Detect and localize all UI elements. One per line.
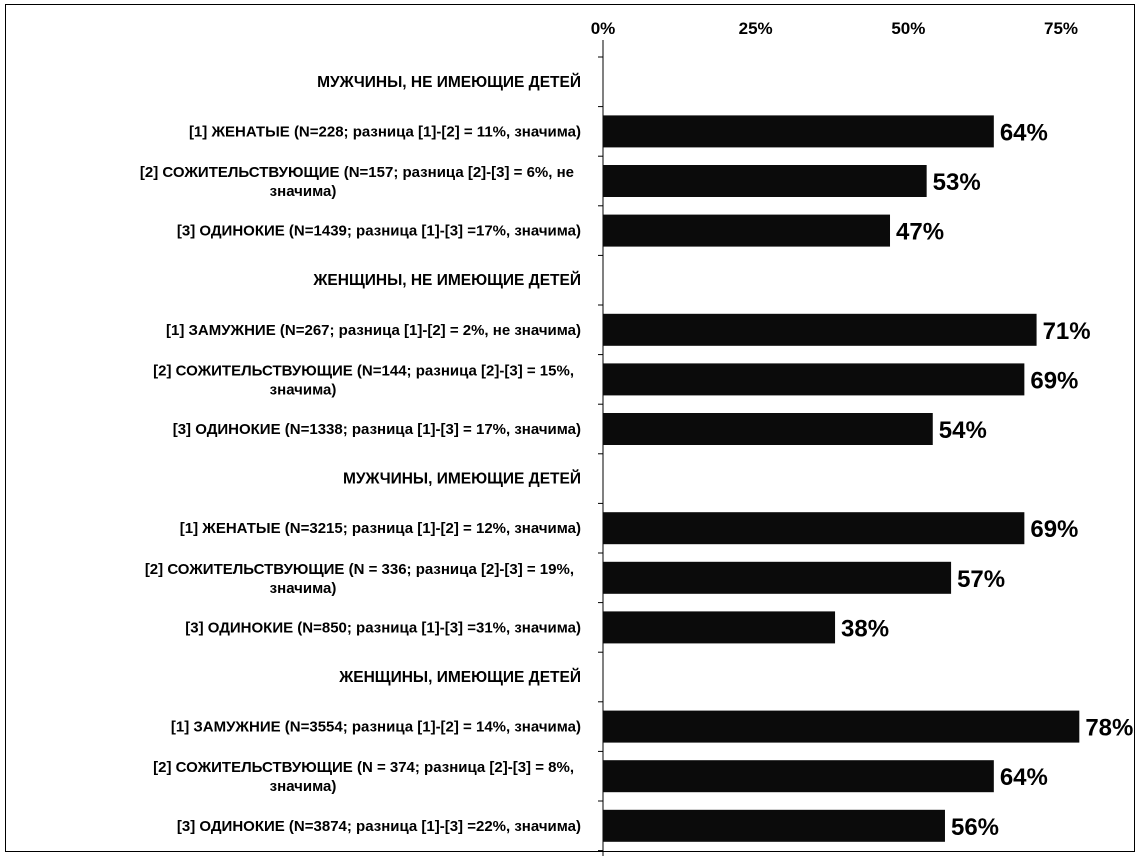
bar-category-label: [1] ЖЕНАТЫЕ (N=3215; разница [1]-[2] = 1… xyxy=(180,520,581,537)
bar-category-label-cont: значима) xyxy=(270,381,337,398)
bar xyxy=(603,115,994,148)
bar-category-label: [1] ЗАМУЖНИЕ (N=267; разница [1]-[2] = 2… xyxy=(166,322,581,339)
bar-value-label: 56% xyxy=(951,814,999,841)
group-heading: ЖЕНЩИНЫ, НЕ ИМЕЮЩИЕ ДЕТЕЙ xyxy=(312,271,581,289)
bar-category-label: [1] ЖЕНАТЫЕ (N=228; разница [1]-[2] = 11… xyxy=(189,123,581,140)
bar-category-label: [3] ОДИНОКИЕ (N=3874; разница [1]-[3] =2… xyxy=(177,818,581,835)
bar-value-label: 54% xyxy=(939,417,987,444)
group-heading: МУЖЧИНЫ, ИМЕЮЩИЕ ДЕТЕЙ xyxy=(343,470,581,488)
group-heading: МУЖЧИНЫ, НЕ ИМЕЮЩИЕ ДЕТЕЙ xyxy=(317,73,581,91)
bar-category-label-cont: значима) xyxy=(270,183,337,200)
bar-category-label: [3] ОДИНОКИЕ (N=1338; разница [1]-[3] = … xyxy=(173,421,581,438)
bar-category-label-cont: значима) xyxy=(270,778,337,795)
bar xyxy=(603,710,1080,743)
bar-value-label: 78% xyxy=(1085,715,1133,742)
bar-category-label: [2] СОЖИТЕЛЬСТВУЮЩИЕ (N=157; разница [2]… xyxy=(140,164,574,181)
x-tick-label: 0% xyxy=(591,19,616,38)
bar xyxy=(603,413,933,445)
bar-value-label: 38% xyxy=(841,615,889,642)
bar-value-label: 69% xyxy=(1030,367,1078,394)
bar-value-label: 53% xyxy=(933,169,981,196)
bar xyxy=(603,809,945,842)
bar xyxy=(603,760,994,793)
bar xyxy=(603,512,1025,545)
bar-category-label: [1] ЗАМУЖНИЕ (N=3554; разница [1]-[2] = … xyxy=(171,719,581,736)
bar-category-label: [2] СОЖИТЕЛЬСТВУЮЩИЕ (N = 374; разница [… xyxy=(153,759,574,776)
bar-category-label: [3] ОДИНОКИЕ (N=850; разница [1]-[3] =31… xyxy=(185,619,581,636)
bar-value-label: 64% xyxy=(1000,119,1048,146)
bar xyxy=(603,313,1037,346)
bar-category-label: [2] СОЖИТЕЛЬСТВУЮЩИЕ (N = 336; разница [… xyxy=(145,561,574,578)
bar xyxy=(603,363,1025,396)
bar-value-label: 57% xyxy=(957,566,1005,593)
bar xyxy=(603,165,927,197)
bar-category-label-cont: значима) xyxy=(270,580,337,597)
bar-category-label: [3] ОДИНОКИЕ (N=1439; разница [1]-[3] =1… xyxy=(177,223,581,240)
x-tick-label: 50% xyxy=(891,19,925,38)
bar xyxy=(603,561,952,594)
x-tick-label: 75% xyxy=(1044,19,1078,38)
bar-category-label: [2] СОЖИТЕЛЬСТВУЮЩИЕ (N=144; разница [2]… xyxy=(153,362,574,379)
bar-value-label: 71% xyxy=(1043,318,1091,345)
bar-value-label: 64% xyxy=(1000,764,1048,791)
bar-value-label: 47% xyxy=(896,219,944,246)
group-heading: ЖЕНЩИНЫ, ИМЕЮЩИЕ ДЕТЕЙ xyxy=(338,668,581,686)
bar-value-label: 69% xyxy=(1030,516,1078,543)
bar xyxy=(603,214,891,247)
bar xyxy=(603,611,836,644)
x-tick-label: 25% xyxy=(739,19,773,38)
